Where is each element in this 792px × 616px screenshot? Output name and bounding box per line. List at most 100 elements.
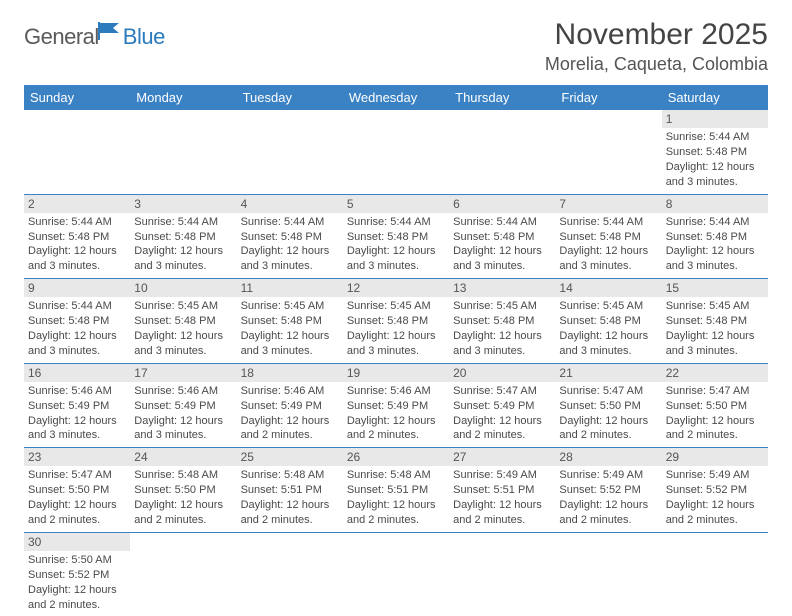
daylight-text-2: and 3 minutes. — [134, 259, 232, 274]
calendar-day-cell: 16Sunrise: 5:46 AMSunset: 5:49 PMDayligh… — [24, 363, 130, 448]
sunrise-text: Sunrise: 5:49 AM — [559, 468, 657, 483]
daylight-text-2: and 2 minutes. — [241, 513, 339, 528]
day-number: 19 — [343, 364, 449, 382]
day-number: 13 — [449, 279, 555, 297]
calendar-day-cell — [130, 532, 236, 616]
sunrise-text: Sunrise: 5:45 AM — [347, 299, 445, 314]
month-title: November 2025 — [545, 18, 768, 52]
sunset-text: Sunset: 5:51 PM — [347, 483, 445, 498]
day-details: Sunrise: 5:47 AMSunset: 5:50 PMDaylight:… — [662, 382, 768, 447]
sunset-text: Sunset: 5:48 PM — [666, 145, 764, 160]
day-details: Sunrise: 5:44 AMSunset: 5:48 PMDaylight:… — [343, 213, 449, 278]
sunset-text: Sunset: 5:50 PM — [134, 483, 232, 498]
calendar-week-row: 30Sunrise: 5:50 AMSunset: 5:52 PMDayligh… — [24, 532, 768, 616]
day-number: 8 — [662, 195, 768, 213]
day-number: 20 — [449, 364, 555, 382]
calendar-day-cell: 20Sunrise: 5:47 AMSunset: 5:49 PMDayligh… — [449, 363, 555, 448]
day-details: Sunrise: 5:49 AMSunset: 5:51 PMDaylight:… — [449, 466, 555, 531]
day-number: 4 — [237, 195, 343, 213]
daylight-text-1: Daylight: 12 hours — [28, 329, 126, 344]
sunset-text: Sunset: 5:48 PM — [453, 230, 551, 245]
calendar-day-cell: 12Sunrise: 5:45 AMSunset: 5:48 PMDayligh… — [343, 279, 449, 364]
weekday-header: Wednesday — [343, 85, 449, 110]
day-number: 1 — [662, 110, 768, 128]
daylight-text-2: and 3 minutes. — [347, 259, 445, 274]
daylight-text-2: and 2 minutes. — [134, 513, 232, 528]
calendar-day-cell: 4Sunrise: 5:44 AMSunset: 5:48 PMDaylight… — [237, 194, 343, 279]
daylight-text-1: Daylight: 12 hours — [666, 414, 764, 429]
daylight-text-1: Daylight: 12 hours — [347, 414, 445, 429]
daylight-text-1: Daylight: 12 hours — [666, 498, 764, 513]
sunrise-text: Sunrise: 5:44 AM — [134, 215, 232, 230]
calendar-day-cell: 29Sunrise: 5:49 AMSunset: 5:52 PMDayligh… — [662, 448, 768, 533]
daylight-text-2: and 3 minutes. — [453, 259, 551, 274]
daylight-text-2: and 2 minutes. — [453, 428, 551, 443]
day-details: Sunrise: 5:50 AMSunset: 5:52 PMDaylight:… — [24, 551, 130, 616]
day-details: Sunrise: 5:45 AMSunset: 5:48 PMDaylight:… — [130, 297, 236, 362]
day-details: Sunrise: 5:44 AMSunset: 5:48 PMDaylight:… — [555, 213, 661, 278]
calendar-day-cell: 30Sunrise: 5:50 AMSunset: 5:52 PMDayligh… — [24, 532, 130, 616]
day-details: Sunrise: 5:47 AMSunset: 5:50 PMDaylight:… — [24, 466, 130, 531]
sunset-text: Sunset: 5:48 PM — [347, 314, 445, 329]
daylight-text-2: and 3 minutes. — [559, 344, 657, 359]
daylight-text-1: Daylight: 12 hours — [453, 498, 551, 513]
calendar-day-cell — [237, 532, 343, 616]
daylight-text-2: and 3 minutes. — [241, 259, 339, 274]
sunrise-text: Sunrise: 5:48 AM — [241, 468, 339, 483]
daylight-text-1: Daylight: 12 hours — [241, 498, 339, 513]
day-number: 6 — [449, 195, 555, 213]
daylight-text-2: and 3 minutes. — [28, 259, 126, 274]
sunrise-text: Sunrise: 5:46 AM — [241, 384, 339, 399]
day-details: Sunrise: 5:46 AMSunset: 5:49 PMDaylight:… — [343, 382, 449, 447]
daylight-text-2: and 2 minutes. — [666, 428, 764, 443]
daylight-text-2: and 2 minutes. — [347, 513, 445, 528]
sunrise-text: Sunrise: 5:49 AM — [453, 468, 551, 483]
daylight-text-2: and 3 minutes. — [28, 428, 126, 443]
calendar-day-cell: 25 Sunrise: 5:48 AMSunset: 5:51 PMDayligh… — [237, 448, 343, 533]
sunset-text: Sunset: 5:48 PM — [453, 314, 551, 329]
day-details: Sunrise: 5:45 AMSunset: 5:48 PMDaylight:… — [237, 297, 343, 362]
calendar-day-cell — [555, 110, 661, 194]
sunrise-text: Sunrise: 5:50 AM — [28, 553, 126, 568]
daylight-text-1: Daylight: 12 hours — [559, 329, 657, 344]
sunrise-text: Sunrise: 5:49 AM — [666, 468, 764, 483]
daylight-text-1: Daylight: 12 hours — [28, 244, 126, 259]
location: Morelia, Caqueta, Colombia — [545, 54, 768, 75]
day-number: 18 — [237, 364, 343, 382]
day-details: Sunrise: 5:49 AMSunset: 5:52 PMDaylight:… — [662, 466, 768, 531]
day-number: 7 — [555, 195, 661, 213]
sunrise-text: Sunrise: 5:44 AM — [347, 215, 445, 230]
day-number: 23 — [24, 448, 130, 466]
calendar-day-cell: 22Sunrise: 5:47 AMSunset: 5:50 PMDayligh… — [662, 363, 768, 448]
logo-text-general: General — [24, 24, 99, 50]
calendar-day-cell — [24, 110, 130, 194]
sunset-text: Sunset: 5:50 PM — [559, 399, 657, 414]
calendar-week-row: 1Sunrise: 5:44 AMSunset: 5:48 PMDaylight… — [24, 110, 768, 194]
weekday-header: Friday — [555, 85, 661, 110]
sunset-text: Sunset: 5:51 PM — [241, 483, 339, 498]
day-number: 2 — [24, 195, 130, 213]
day-details: Sunrise: 5:44 AMSunset: 5:48 PMDaylight:… — [662, 128, 768, 193]
sunrise-text: Sunrise: 5:44 AM — [559, 215, 657, 230]
weekday-header: Sunday — [24, 85, 130, 110]
day-number: 15 — [662, 279, 768, 297]
sunset-text: Sunset: 5:49 PM — [347, 399, 445, 414]
sunset-text: Sunset: 5:48 PM — [559, 230, 657, 245]
flag-icon — [97, 21, 123, 46]
day-details: Sunrise: 5:45 AMSunset: 5:48 PMDaylight:… — [662, 297, 768, 362]
day-number: 29 — [662, 448, 768, 466]
daylight-text-1: Daylight: 12 hours — [666, 160, 764, 175]
sunset-text: Sunset: 5:48 PM — [28, 314, 126, 329]
daylight-text-1: Daylight: 12 hours — [134, 498, 232, 513]
sunrise-text: Sunrise: 5:48 AM — [347, 468, 445, 483]
daylight-text-1: Daylight: 12 hours — [134, 329, 232, 344]
day-number: 12 — [343, 279, 449, 297]
calendar-day-cell — [449, 110, 555, 194]
day-details: Sunrise: 5:45 AMSunset: 5:48 PMDaylight:… — [555, 297, 661, 362]
day-number: 25 — [237, 448, 343, 466]
sunrise-text: Sunrise: 5:44 AM — [666, 215, 764, 230]
daylight-text-2: and 2 minutes. — [28, 598, 126, 613]
sunrise-text: Sunrise: 5:44 AM — [28, 215, 126, 230]
sunset-text: Sunset: 5:50 PM — [666, 399, 764, 414]
daylight-text-2: and 3 minutes. — [559, 259, 657, 274]
